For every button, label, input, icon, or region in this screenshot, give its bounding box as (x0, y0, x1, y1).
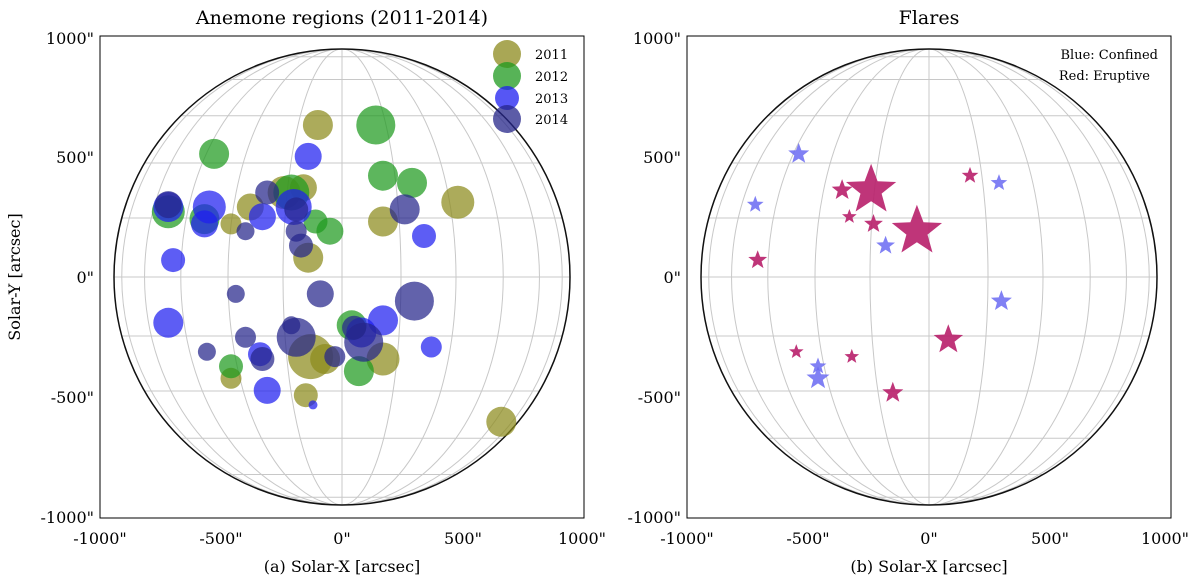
flare-star-confined (990, 290, 1012, 310)
flare-star-eruptive (864, 214, 883, 232)
left-xtick: 1000" (558, 529, 606, 548)
right-ytick: 500" (643, 148, 681, 167)
right-xtick: -1000" (660, 529, 713, 548)
left-xtick: 0" (333, 529, 351, 548)
right-solar-limb (700, 48, 1158, 506)
region-marker-2013 (308, 400, 318, 410)
left-xtick: -500" (199, 529, 242, 548)
region-marker-2014 (276, 317, 316, 357)
right-xtick: 1000" (1141, 529, 1189, 548)
region-marker-2012 (316, 217, 344, 245)
panel-right: Flares 1000" 500" 0" -500" -1000" -1000"… (628, 7, 1190, 576)
legend-marker-2012 (493, 62, 521, 90)
region-marker-2014 (250, 347, 275, 371)
right-markers (746, 142, 1012, 402)
left-xtick: 500" (444, 529, 482, 548)
region-marker-2014 (236, 222, 255, 241)
region-marker-2014 (255, 180, 280, 205)
region-marker-2014 (324, 346, 346, 368)
region-marker-2012 (343, 356, 374, 387)
region-marker-2012 (397, 167, 427, 198)
flare-star-eruptive (846, 163, 897, 212)
flare-star-eruptive (842, 209, 857, 223)
region-marker-2014 (226, 284, 245, 303)
legend-marker-2011 (493, 40, 521, 68)
flare-star-eruptive (891, 204, 942, 253)
right-xtick: 500" (1031, 529, 1069, 548)
region-marker-2013 (161, 248, 186, 273)
region-marker-2014 (389, 194, 420, 225)
flare-star-eruptive (748, 250, 768, 269)
region-marker-2014 (342, 315, 367, 340)
legend-marker-2014 (493, 105, 521, 133)
left-plot-frame (99, 35, 585, 519)
flare-star-eruptive (831, 179, 853, 199)
right-ytick: 1000" (633, 29, 681, 48)
region-marker-2012 (219, 354, 243, 379)
legend-label-2012: 2012 (535, 70, 568, 85)
left-ytick: 500" (56, 148, 94, 167)
left-ytick: 1000" (46, 29, 94, 48)
right-xtick: -500" (786, 529, 829, 548)
region-marker-2011 (220, 213, 242, 235)
left-markers (151, 105, 517, 437)
region-marker-2012 (199, 138, 230, 169)
left-solar-limb (113, 48, 571, 506)
region-marker-2014 (284, 197, 309, 222)
flare-star-confined (990, 174, 1008, 190)
flare-star-eruptive (882, 381, 904, 402)
right-title: Flares (899, 7, 960, 29)
legend-marker-2013 (495, 86, 519, 110)
region-marker-2013 (420, 336, 442, 358)
region-marker-2014 (289, 233, 313, 258)
annotation-eruptive: Red: Eruptive (1059, 69, 1150, 84)
region-marker-2014 (394, 281, 434, 321)
flare-star-eruptive (933, 324, 963, 353)
right-ytick: 0" (663, 268, 681, 287)
legend-label-2011: 2011 (535, 48, 568, 63)
flare-star-confined (809, 357, 827, 374)
left-xtick: -1000" (73, 529, 126, 548)
legend: 2011 2012 2013 2014 (493, 40, 568, 133)
panel-left: Anemone regions (2011-2014) 1000" 500" 0… (5, 7, 606, 576)
region-marker-2012 (368, 160, 398, 191)
left-title: Anemone regions (2011-2014) (195, 7, 488, 29)
region-marker-2011 (486, 406, 517, 437)
region-marker-2013 (248, 203, 276, 231)
flare-star-confined (746, 195, 764, 212)
flare-star-confined (788, 142, 810, 163)
right-plot-frame (686, 35, 1172, 519)
left-xlabel: (a) Solar-X [arcsec] (264, 557, 421, 576)
right-xtick: 0" (920, 529, 938, 548)
left-ylabel: Solar-Y [arcsec] (5, 213, 24, 340)
right-ytick: -500" (638, 388, 681, 407)
legend-label-2014: 2014 (535, 113, 568, 128)
right-ytick: -1000" (628, 508, 681, 527)
flare-star-confined (876, 235, 895, 254)
region-marker-2013 (294, 142, 322, 170)
region-marker-2013 (191, 210, 218, 238)
flare-star-eruptive (789, 344, 804, 358)
flare-star-confined (806, 366, 830, 389)
region-marker-2012 (356, 105, 396, 145)
region-marker-2014 (235, 326, 256, 348)
region-marker-2013 (412, 224, 436, 248)
region-marker-2013 (153, 307, 184, 338)
region-marker-2011 (441, 185, 475, 219)
legend-label-2013: 2013 (535, 92, 568, 107)
region-marker-2011 (302, 110, 333, 140)
left-ytick: -500" (51, 388, 94, 407)
flare-star-eruptive (844, 348, 860, 363)
right-xlabel: (b) Solar-X [arcsec] (850, 557, 1007, 576)
region-marker-2014 (154, 191, 182, 219)
right-grid (701, 48, 1157, 506)
flare-star-eruptive (961, 166, 979, 183)
left-ytick: 0" (76, 268, 94, 287)
left-ytick: -1000" (41, 508, 94, 527)
region-marker-2014 (306, 280, 334, 308)
region-marker-2014 (197, 342, 216, 361)
region-marker-2013 (253, 376, 281, 404)
annotation-confined: Blue: Confined (1061, 48, 1159, 63)
